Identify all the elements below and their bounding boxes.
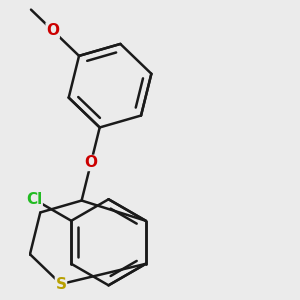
Text: O: O xyxy=(46,23,59,38)
Text: S: S xyxy=(56,277,67,292)
Text: O: O xyxy=(84,155,98,170)
Text: Cl: Cl xyxy=(26,192,42,207)
